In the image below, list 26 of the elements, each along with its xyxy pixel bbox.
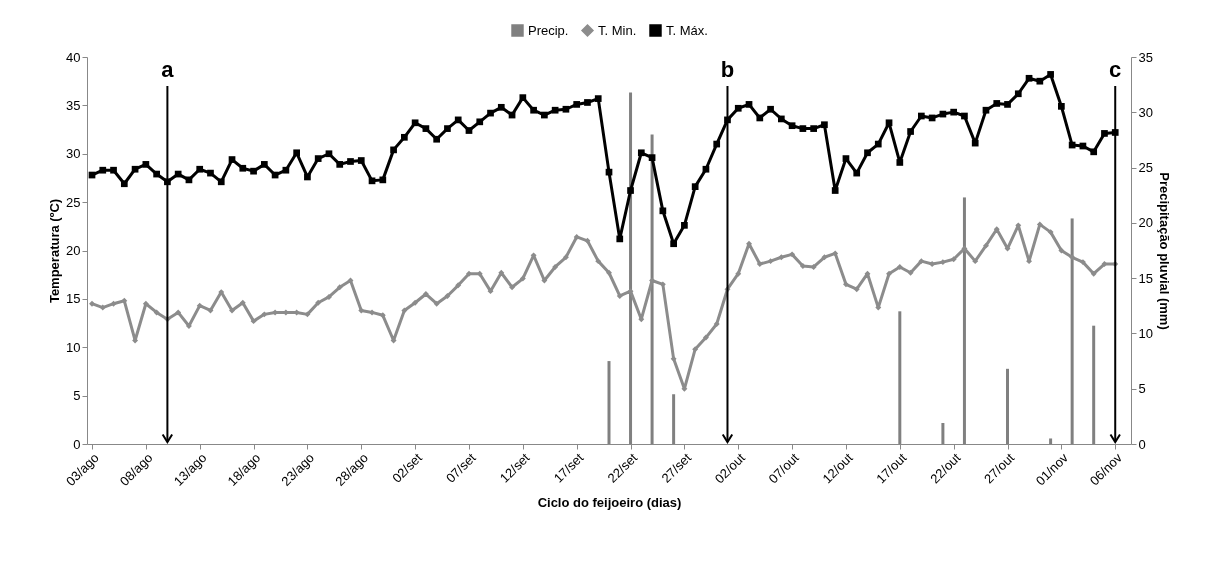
y-axis-title: Temperatura (ºC) <box>47 198 63 304</box>
x-axis-title: Ciclo do feijoeiro (dias) <box>537 494 682 510</box>
y-tick-label: 10 <box>66 339 81 355</box>
y2-tick-label: 30 <box>1138 104 1153 120</box>
legend-label: T. Máx. <box>666 22 708 38</box>
ref-line-label: a <box>161 57 175 83</box>
y-tick-label: 25 <box>66 194 81 210</box>
y-tick-label: 20 <box>66 243 81 258</box>
y2-axis-title: Precipitação pluvial (mm) <box>1156 172 1172 330</box>
y2-tick-label: 0 <box>1138 436 1146 452</box>
y2-tick-label: 15 <box>1138 270 1153 286</box>
y-tick-label: 35 <box>66 97 81 113</box>
legend-label: Precip. <box>528 22 569 38</box>
y2-tick-label: 35 <box>1138 49 1153 65</box>
legend-label: T. Min. <box>598 22 637 38</box>
y-tick-label: 0 <box>73 436 81 452</box>
y2-tick-label: 10 <box>1138 325 1153 341</box>
y-tick-label: 5 <box>73 388 81 404</box>
y2-tick-label: 20 <box>1138 215 1153 231</box>
y-tick-label: 30 <box>66 146 81 162</box>
y-tick-label: 40 <box>66 49 81 65</box>
y2-tick-label: 25 <box>1138 160 1153 176</box>
ref-line-label: b <box>720 57 735 83</box>
y2-tick-label: 5 <box>1138 381 1146 397</box>
y-tick-label: 15 <box>66 291 81 307</box>
ref-line-label: c <box>1109 57 1122 83</box>
